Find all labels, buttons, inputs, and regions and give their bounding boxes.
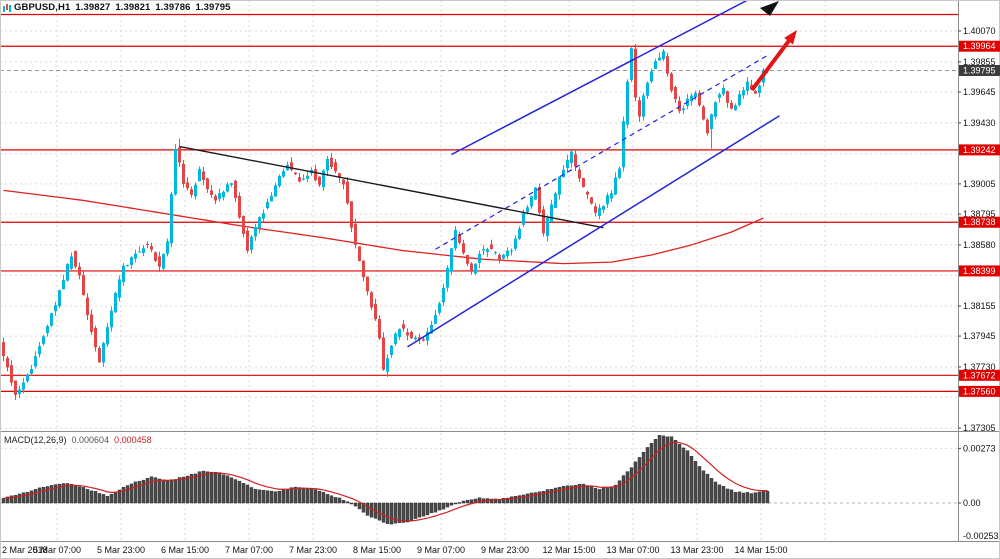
black-arrow-marker[interactable] xyxy=(760,1,779,16)
time-label: 9 Mar 07:00 xyxy=(417,545,465,555)
level-price-tag xyxy=(959,385,1000,397)
level-price-tag xyxy=(959,369,1000,381)
up-arrow-annotation[interactable] xyxy=(750,30,797,92)
svg-text:1.38738: 1.38738 xyxy=(963,217,996,227)
time-label: 13 Mar 23:00 xyxy=(670,545,723,555)
quote-high: 1.39821 xyxy=(115,2,151,13)
time-label: 7 Mar 23:00 xyxy=(289,545,337,555)
time-label: 13 Mar 07:00 xyxy=(606,545,659,555)
quote-open: 1.39827 xyxy=(75,2,111,13)
channel-upper-line xyxy=(451,0,748,156)
svg-text:1.39795: 1.39795 xyxy=(963,65,996,75)
price-label: 1.39430 xyxy=(963,118,996,128)
price-label: 1.39645 xyxy=(963,87,996,97)
price-label: 1.38580 xyxy=(963,240,996,250)
quote-low: 1.39786 xyxy=(155,2,191,13)
time-label: 2 Mar 2018 xyxy=(2,545,48,555)
time-label: 5 Mar 23:00 xyxy=(97,545,145,555)
macd-axis-label: -0.00253 xyxy=(963,531,999,541)
symbol-label: GBPUSD,H1 xyxy=(14,2,71,13)
svg-text:1.37560: 1.37560 xyxy=(963,386,996,396)
moving-average-line xyxy=(3,189,764,265)
price-label: 1.37945 xyxy=(963,331,996,341)
svg-text:1.39242: 1.39242 xyxy=(963,145,996,155)
macd-indicator-label: MACD(12,26,9) 0.000604 0.000458 xyxy=(4,435,152,445)
svg-text:1.37672: 1.37672 xyxy=(963,370,996,380)
channel-mid-dashed-line xyxy=(435,54,768,250)
level-price-tag xyxy=(959,40,1000,52)
time-label: 9 Mar 23:00 xyxy=(481,545,529,555)
trendlines[interactable] xyxy=(179,0,780,348)
price-label: 1.40070 xyxy=(963,26,996,36)
macd-axis-label: 0.00273 xyxy=(963,443,996,453)
macd-name: MACD(12,26,9) xyxy=(4,435,67,445)
time-label: 12 Mar 15:00 xyxy=(542,545,595,555)
chart-icon xyxy=(3,3,12,12)
symbol-ohlc-line: GBPUSD,H1 1.39827 1.39821 1.39786 1.39795 xyxy=(3,2,231,13)
macd-axis-label: 0.00 xyxy=(963,498,981,508)
macd-histogram xyxy=(1,435,770,525)
macd-main-value: 0.000604 xyxy=(71,435,110,445)
price-label: 1.39855 xyxy=(963,57,996,67)
price-label: 1.38795 xyxy=(963,209,996,219)
price-label: 1.37730 xyxy=(963,362,996,372)
time-label: 6 Mar 15:00 xyxy=(161,545,209,555)
macd-signal-line xyxy=(3,441,768,522)
time-label: 14 Mar 15:00 xyxy=(734,545,787,555)
candles xyxy=(2,44,769,401)
price-axis[interactable]: 1.40070 1.39855 1.39645 1.39430 1.39005 1.387… xyxy=(958,26,1000,541)
time-label: 8 Mar 15:00 xyxy=(353,545,401,555)
price-label: 1.37305 xyxy=(963,423,996,433)
channel-lower-line xyxy=(407,115,780,348)
current-price-tag xyxy=(959,64,1000,76)
level-price-tag xyxy=(959,265,1000,277)
macd-signal-value: 0.000458 xyxy=(114,435,152,445)
svg-text:1.39964: 1.39964 xyxy=(963,41,996,51)
grid-lines xyxy=(0,0,958,541)
black-trendline xyxy=(179,145,604,229)
price-label: 1.39005 xyxy=(963,179,996,189)
quote-close: 1.39795 xyxy=(195,2,231,13)
level-price-tag xyxy=(959,216,1000,228)
svg-text:1.38399: 1.38399 xyxy=(963,266,996,276)
time-label: 5 Mar 07:00 xyxy=(33,545,81,555)
time-label: 7 Mar 07:00 xyxy=(225,545,273,555)
level-price-tag xyxy=(959,144,1000,156)
price-label: 1.38155 xyxy=(963,301,996,311)
